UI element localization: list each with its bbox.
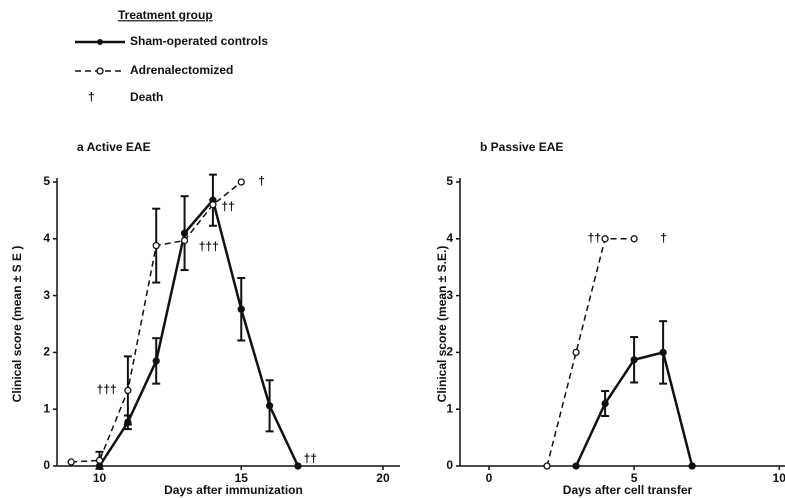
x-tick-label: 15 [235, 471, 249, 485]
y-tick-label: 1 [43, 401, 50, 415]
data-point [543, 462, 551, 470]
data-point [688, 462, 696, 470]
y-tick-label: 2 [446, 345, 453, 359]
y-tick-label: 5 [446, 174, 453, 188]
y-tick-label: 5 [43, 174, 50, 188]
chart-title: a Active EAE [77, 140, 151, 154]
y-tick-label: 1 [446, 401, 453, 415]
data-point [572, 462, 580, 470]
x-tick-label: 0 [486, 471, 493, 485]
series-line [98, 197, 300, 467]
data-point [152, 241, 160, 250]
x-axis-label: Days after immunization [164, 483, 303, 497]
data-point [152, 357, 160, 365]
data-point [209, 201, 217, 209]
y-axis-label: Clinical score (mean ± S.E.) [435, 246, 449, 403]
x-axis-label: Days after cell transfer [563, 483, 693, 497]
data-point [95, 456, 104, 464]
data-point [630, 235, 638, 243]
death-annotation: † [258, 174, 265, 188]
legend-title: Treatment group [118, 8, 213, 22]
data-point [572, 348, 580, 357]
data-point [67, 458, 75, 466]
data-point [630, 356, 638, 364]
data-point [237, 178, 245, 186]
x-tick-label: 5 [631, 471, 638, 485]
y-tick-label: 0 [446, 458, 453, 472]
y-tick-label: 0 [43, 458, 50, 472]
data-point [601, 399, 609, 408]
x-tick-label: 10 [773, 471, 785, 485]
data-point [294, 462, 302, 470]
death-annotation: †† [221, 200, 234, 214]
data-point [180, 236, 189, 245]
death-annotation: †† [588, 231, 601, 245]
data-point [237, 305, 245, 313]
chart-title: b Passive EAE [480, 140, 563, 154]
data-point [180, 229, 189, 237]
legend-marker [97, 39, 103, 45]
series-line [546, 238, 635, 467]
legend-death-symbol: † [88, 90, 95, 104]
y-tick-label: 3 [446, 288, 453, 302]
legend-label: Sham-operated controls [130, 34, 268, 48]
y-tick-label: 4 [43, 231, 50, 245]
data-point [659, 348, 667, 357]
legend-label: Death [130, 90, 163, 104]
y-tick-label: 4 [446, 231, 453, 245]
x-tick-label: 20 [376, 471, 390, 485]
x-tick-label: 10 [93, 471, 107, 485]
legend-marker [96, 67, 104, 75]
data-point [265, 402, 274, 410]
death-annotation: ††† [199, 239, 219, 253]
data-point [601, 235, 609, 243]
death-annotation: † [660, 231, 667, 245]
data-point [124, 386, 132, 395]
y-tick-label: 3 [43, 288, 50, 302]
legend-label: Adrenalectomized [130, 63, 233, 77]
y-axis-label: Clinical score (mean ± S E ) [10, 246, 24, 403]
y-tick-label: 2 [43, 345, 50, 359]
death-annotation: †† [304, 451, 317, 465]
death-annotation: ††† [97, 383, 117, 397]
